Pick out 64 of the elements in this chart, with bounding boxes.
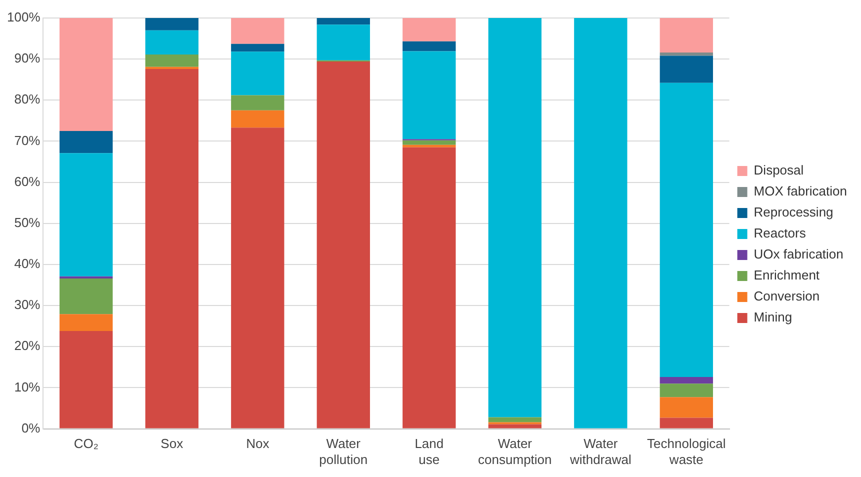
y-tick-label: 80% <box>14 92 41 107</box>
y-tick-label: 100% <box>7 10 41 25</box>
y-tick-label: 90% <box>14 50 41 66</box>
bar <box>231 52 284 96</box>
bar <box>60 331 113 428</box>
x-tick-label: Water withdrawal <box>568 436 632 467</box>
y-tick-label: 0% <box>21 420 41 436</box>
y-tick-label: 20% <box>14 338 41 354</box>
bar <box>145 68 198 428</box>
y-tick-label: 10% <box>14 379 41 394</box>
bar <box>231 128 284 428</box>
legend-label: Enrichment <box>754 268 820 283</box>
legend-label: MOX fabrication <box>754 184 847 199</box>
y-tick-label: 40% <box>14 256 41 272</box>
legend-label: Conversion <box>754 288 820 304</box>
bar <box>60 314 113 332</box>
legend-label: UOx fabrication <box>754 246 844 262</box>
bar <box>488 18 542 418</box>
bar <box>402 41 456 52</box>
bar <box>402 51 456 140</box>
x-tick-label: Nox <box>246 436 270 452</box>
legend-label: Reprocessing <box>754 204 834 220</box>
bar <box>60 130 113 154</box>
bar <box>402 18 456 42</box>
x-tick-label: CO₂ <box>74 436 98 452</box>
bar <box>316 62 370 428</box>
bar <box>60 18 113 131</box>
bar <box>660 56 714 83</box>
x-tick-label: Water pollution <box>319 436 368 467</box>
bar <box>660 377 714 384</box>
bar <box>145 18 198 30</box>
bar <box>231 110 284 128</box>
bar <box>402 147 456 428</box>
bar <box>660 82 714 378</box>
y-tick-label: 50% <box>14 214 41 230</box>
bar <box>231 95 284 110</box>
x-tick-label: Land use <box>414 436 444 467</box>
bar <box>660 397 714 418</box>
bar <box>316 18 370 25</box>
x-tick-label: Technological waste <box>647 436 726 467</box>
bar <box>574 18 628 428</box>
y-tick-label: 30% <box>14 297 41 312</box>
bar <box>488 424 542 428</box>
bar <box>402 140 456 145</box>
bar <box>60 153 113 276</box>
bar <box>316 24 370 60</box>
bar <box>660 384 714 398</box>
bar <box>231 18 284 44</box>
legend-label: Mining <box>754 310 792 325</box>
bar <box>660 418 714 428</box>
bar <box>145 30 198 55</box>
bar <box>402 144 456 148</box>
bar <box>60 278 113 314</box>
x-tick-label: Water consumption <box>478 436 552 467</box>
legend-label: Disposal <box>754 162 804 178</box>
y-tick-label: 60% <box>14 174 41 189</box>
bar <box>145 54 198 67</box>
x-tick-label: Sox <box>160 436 184 452</box>
y-tick-label: 70% <box>14 132 41 148</box>
bar <box>488 417 542 422</box>
bar <box>660 52 714 56</box>
bar <box>231 44 284 52</box>
legend-label: Reactors <box>754 226 806 241</box>
bar <box>660 18 714 53</box>
